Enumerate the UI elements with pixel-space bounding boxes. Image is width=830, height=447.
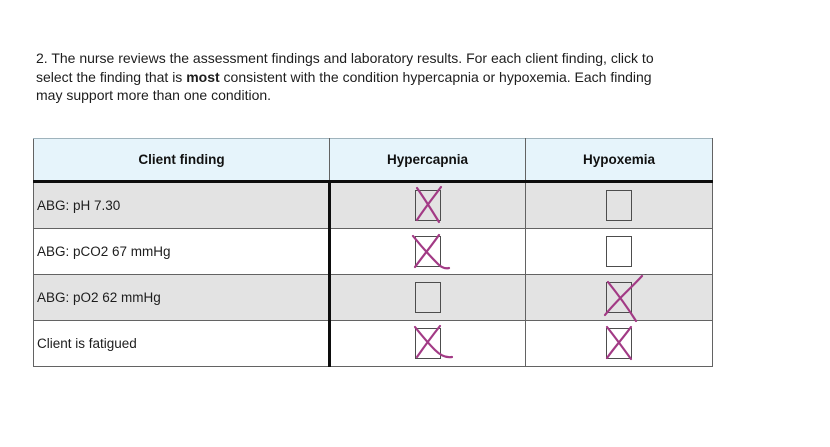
- finding-label: Client is fatigued: [33, 320, 331, 367]
- matrix-table: Client finding Hypercapnia Hypoxemia ABG…: [33, 138, 713, 367]
- table-row: ABG: pCO2 67 mmHg: [33, 228, 713, 275]
- checkbox-hypoxemia-row-4[interactable]: [605, 325, 633, 361]
- table-row: ABG: pO2 62 mmHg: [33, 274, 713, 323]
- checkbox-hypoxemia-row-2[interactable]: [606, 236, 632, 267]
- table-row: ABG: pH 7.30: [33, 181, 713, 229]
- question-text: 2. The nurse reviews the assessment find…: [36, 49, 654, 105]
- bold-word: most: [186, 68, 220, 85]
- header-hypercapnia: Hypercapnia: [329, 138, 526, 183]
- checkbox-hypoxemia-row-1[interactable]: [606, 190, 632, 221]
- checkbox-hypoxemia-row-3[interactable]: [603, 274, 644, 323]
- checkbox-hypercapnia-row-1[interactable]: [415, 185, 443, 224]
- header-hypoxemia: Hypoxemia: [525, 138, 713, 183]
- checkbox-hypercapnia-row-2[interactable]: [411, 233, 451, 270]
- checkbox-hypercapnia-row-3[interactable]: [415, 282, 441, 313]
- question-line-2: select the finding that is most consiste…: [36, 68, 652, 85]
- header-client-finding: Client finding: [33, 138, 330, 183]
- table-row: Client is fatigued: [33, 320, 713, 367]
- finding-label: ABG: pH 7.30: [33, 181, 331, 229]
- question-line-1: 2. The nurse reviews the assessment find…: [36, 50, 654, 66]
- finding-label: ABG: pCO2 67 mmHg: [33, 228, 331, 275]
- question-line-3: may support more than one condition.: [36, 87, 272, 103]
- header-row: Client finding Hypercapnia Hypoxemia: [33, 138, 713, 183]
- checkbox-hypercapnia-row-4[interactable]: [413, 324, 454, 359]
- finding-label: ABG: pO2 62 mmHg: [33, 274, 331, 321]
